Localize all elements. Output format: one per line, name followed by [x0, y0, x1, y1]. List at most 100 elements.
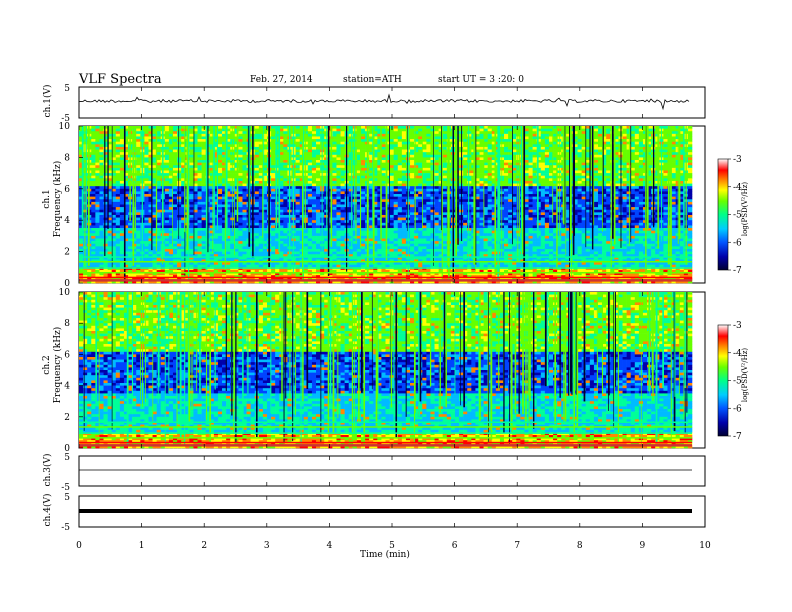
spectrogram-cell — [95, 142, 99, 145]
spectrogram-cell — [157, 186, 161, 189]
spectrogram-cell — [390, 194, 394, 197]
spectrogram-cell — [663, 168, 667, 171]
spectrogram-cell — [104, 205, 108, 208]
spectrogram-cell — [271, 157, 275, 160]
spectrogram-cell — [467, 199, 471, 202]
spectrogram-cell — [582, 126, 586, 129]
spectrogram-cell — [173, 165, 177, 168]
spectrogram-cell — [627, 144, 631, 147]
spectrogram-cell — [467, 152, 471, 155]
spectrogram-cell — [623, 126, 627, 129]
spectrogram-cell — [418, 207, 422, 210]
spectrogram-cell — [430, 191, 434, 194]
spectrogram-cell — [500, 181, 504, 184]
spectrogram-cell — [361, 144, 365, 147]
spectrogram-cell — [296, 126, 300, 129]
spectrogram-cell — [202, 181, 206, 184]
spectrogram-cell — [144, 197, 148, 200]
spectrogram-cell — [443, 176, 447, 179]
spectrogram-cell — [623, 189, 627, 192]
spectrogram-cell — [144, 126, 148, 129]
spectrogram-cell — [341, 155, 345, 158]
spectrogram-cell — [586, 139, 590, 142]
spectrogram-cell — [672, 139, 676, 142]
spectrogram-cell — [606, 191, 610, 194]
spectrogram-cell — [672, 205, 676, 208]
spectrogram-cell — [390, 136, 394, 139]
spectrogram-cell — [479, 199, 483, 202]
spectrogram-cell — [435, 191, 439, 194]
spectrogram-cell — [545, 194, 549, 197]
spectrogram-cell — [165, 184, 169, 187]
spectrogram-cell — [435, 147, 439, 150]
spectrogram-cell — [582, 165, 586, 168]
spectrogram-cell — [341, 197, 345, 200]
spectrogram-cell — [104, 157, 108, 160]
spectrogram-cell — [410, 165, 414, 168]
spectrogram-cell — [144, 207, 148, 210]
spectrogram-cell — [500, 199, 504, 202]
spectrogram-cell — [238, 178, 242, 181]
spectrogram-cell — [173, 184, 177, 187]
spectrogram-cell — [582, 205, 586, 208]
spectrogram-cell — [390, 205, 394, 208]
spectrogram-cell — [198, 142, 202, 145]
spectrogram-cell — [402, 150, 406, 153]
spectrogram-cell — [353, 189, 357, 192]
spectrogram-cell — [394, 134, 398, 137]
spectrogram-cell — [688, 134, 692, 137]
spectrogram-cell — [443, 207, 447, 210]
spectrogram-cell — [623, 176, 627, 179]
spectrogram-cell — [136, 165, 140, 168]
spectrogram-cell — [508, 163, 512, 166]
spectrogram-cell — [422, 139, 426, 142]
spectrogram-cell — [488, 178, 492, 181]
spectrogram-cell — [136, 168, 140, 171]
spectrogram-cell — [202, 199, 206, 202]
spectrogram-cell — [308, 189, 312, 192]
spectrogram-cell — [296, 207, 300, 210]
spectrogram-cell — [361, 163, 365, 166]
spectrogram-cell — [336, 157, 340, 160]
spectrogram-cell — [116, 178, 120, 181]
spectrogram-cell — [426, 186, 430, 189]
spectrogram-cell — [349, 184, 353, 187]
spectrogram-cell — [394, 136, 398, 139]
spectrogram-cell — [349, 144, 353, 147]
spectrogram-cell — [394, 202, 398, 205]
spectrogram-cell — [157, 157, 161, 160]
spectrogram-cell — [430, 178, 434, 181]
spectrogram-cell — [136, 157, 140, 160]
spectrogram-cell — [639, 186, 643, 189]
spectrogram-cell — [198, 176, 202, 179]
spectrogram-cell — [635, 205, 639, 208]
spectrogram-cell — [623, 144, 627, 147]
spectrogram-cell — [545, 155, 549, 158]
spectrogram-cell — [623, 202, 627, 205]
spectrogram-cell — [304, 176, 308, 179]
spectrogram-cell — [394, 129, 398, 132]
spectrogram-cell — [316, 199, 320, 202]
spectrogram-cell — [104, 129, 108, 132]
spectrogram-cell — [202, 142, 206, 145]
spectrogram-cell — [639, 142, 643, 145]
spectrogram-cell — [336, 155, 340, 158]
spectrogram-cell — [316, 147, 320, 150]
spectrogram-cell — [688, 163, 692, 166]
spectrogram-cell — [349, 155, 353, 158]
spectrogram-cell — [430, 202, 434, 205]
spectrogram-cell — [426, 189, 430, 192]
spectrogram-cell — [349, 173, 353, 176]
spectrogram-cell — [144, 194, 148, 197]
spectrogram-cell — [627, 160, 631, 163]
spectrogram-cell — [381, 142, 385, 145]
spectrogram-cell — [402, 142, 406, 145]
spectrogram-cell — [361, 165, 365, 168]
spectrogram-cell — [381, 144, 385, 147]
spectrogram-cell — [353, 168, 357, 171]
spectrogram-cell — [173, 178, 177, 181]
spectrogram-cell — [165, 176, 169, 179]
spectrogram-cell — [635, 160, 639, 163]
spectrogram-cell — [394, 165, 398, 168]
spectrogram-cell — [606, 165, 610, 168]
